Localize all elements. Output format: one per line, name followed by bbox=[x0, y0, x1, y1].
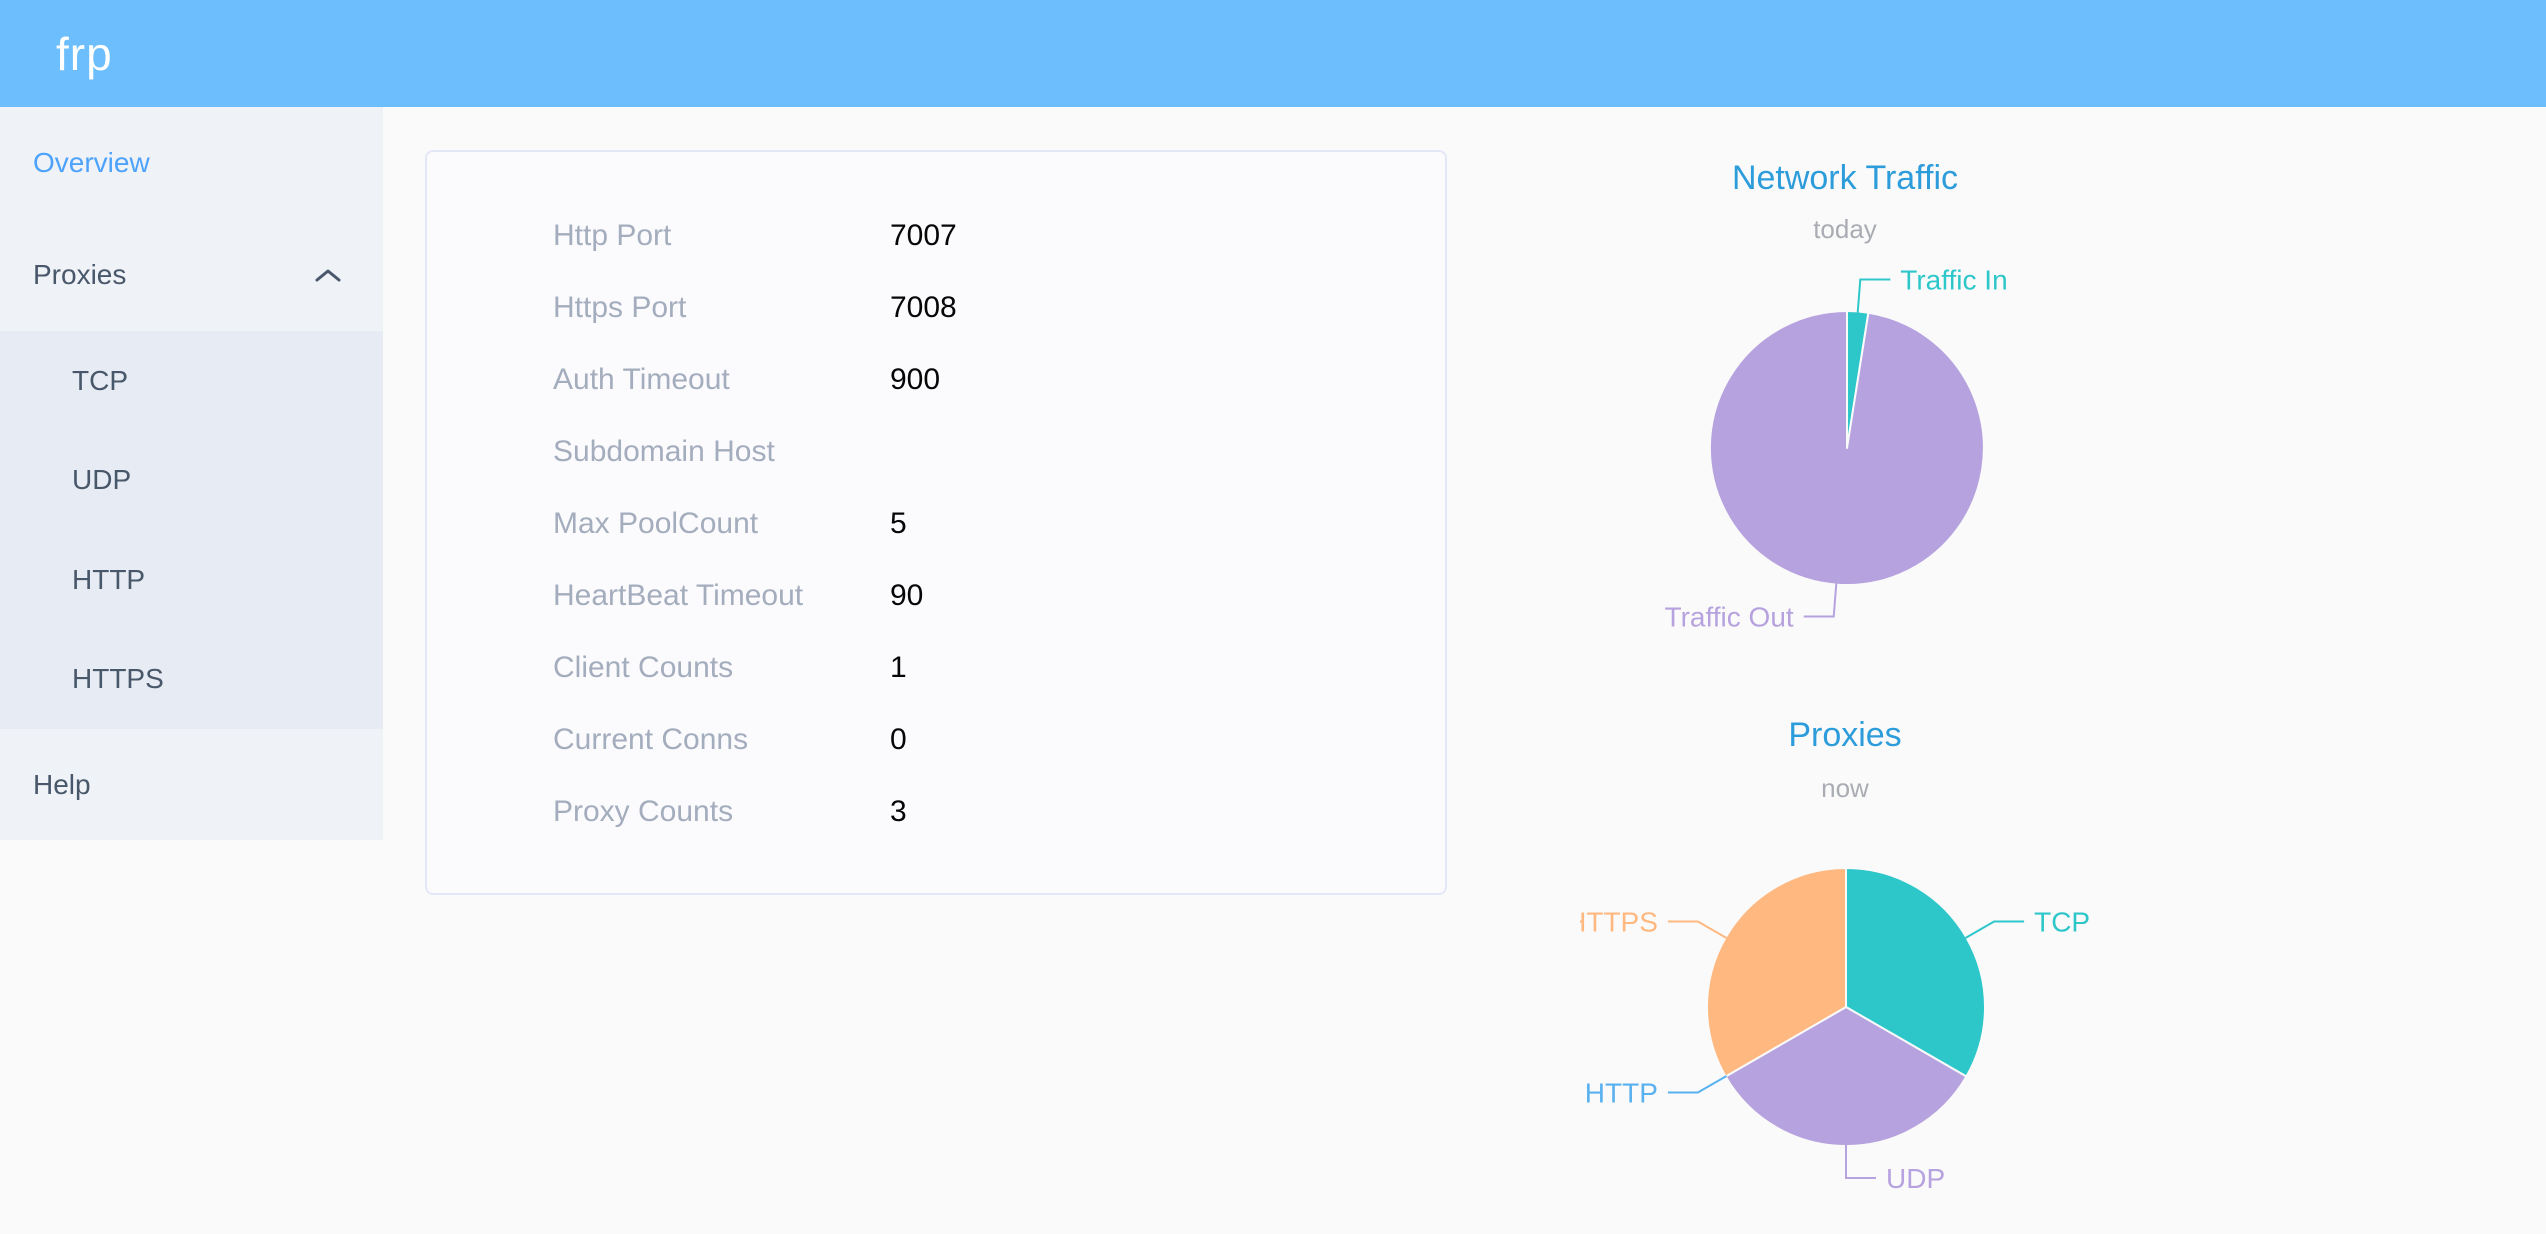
pie-label-udp: UDP bbox=[1886, 1163, 1945, 1194]
proxies-submenu: TCP UDP HTTP HTTPS bbox=[0, 331, 383, 729]
network-traffic-subtitle: today bbox=[1813, 214, 1877, 244]
sidebar-item-label: HTTPS bbox=[72, 663, 164, 695]
sidebar-item-label: TCP bbox=[72, 364, 128, 396]
sidebar-item-proxies[interactable]: Proxies bbox=[0, 219, 383, 331]
proxies-pie-chart[interactable]: TCP UDP HTTP HTTPS bbox=[1580, 830, 2120, 1210]
info-row: HeartBeat Timeout 90 bbox=[427, 560, 1445, 632]
pie-label-tcp: TCP bbox=[2034, 906, 2090, 937]
info-label: HeartBeat Timeout bbox=[553, 579, 804, 612]
server-info-panel: Http Port 7007 Https Port 7008 Auth Time… bbox=[425, 150, 1447, 895]
sidebar-item-tcp[interactable]: TCP bbox=[0, 331, 383, 431]
sidebar-item-help[interactable]: Help bbox=[0, 729, 383, 840]
sidebar-item-label: Overview bbox=[33, 147, 150, 178]
sidebar-item-label: Proxies bbox=[33, 259, 127, 290]
top-header: frp bbox=[0, 0, 2546, 107]
info-value: 7008 bbox=[890, 291, 957, 324]
info-label: Client Counts bbox=[553, 651, 734, 684]
pie-label-line bbox=[1965, 920, 2025, 939]
info-label: Max PoolCount bbox=[553, 507, 759, 540]
info-value: 0 bbox=[890, 723, 907, 756]
info-value: 3 bbox=[890, 795, 907, 828]
info-row: Client Counts 1 bbox=[427, 632, 1445, 704]
pie-label-line bbox=[1856, 278, 1891, 313]
pie-label-line bbox=[1803, 583, 1838, 618]
info-row: Subdomain Host bbox=[427, 416, 1445, 488]
info-value: 7007 bbox=[890, 219, 957, 252]
info-label: Current Conns bbox=[553, 723, 749, 756]
pie-label-https: HTTPS bbox=[1580, 906, 1658, 937]
proxies-subtitle: now bbox=[1821, 773, 1869, 803]
network-traffic-title: Network Traffic bbox=[1731, 159, 1959, 197]
pie-slice-traffic-out[interactable] bbox=[1708, 310, 1985, 586]
info-row: Proxy Counts 3 bbox=[427, 776, 1445, 848]
info-value: 5 bbox=[890, 507, 907, 540]
info-label: Subdomain Host bbox=[553, 435, 775, 468]
sidebar-item-overview[interactable]: Overview bbox=[0, 107, 383, 219]
sidebar-item-https[interactable]: HTTPS bbox=[0, 630, 383, 730]
info-label: Auth Timeout bbox=[553, 363, 730, 396]
chevron-up-icon[interactable] bbox=[315, 268, 341, 283]
pie-label-line bbox=[1667, 920, 1727, 939]
sidebar: Overview Proxies TCP UDP HTTP HTTPS bbox=[0, 107, 383, 840]
info-label: Https Port bbox=[553, 291, 687, 324]
sidebar-item-udp[interactable]: UDP bbox=[0, 431, 383, 531]
info-row: Http Port 7007 bbox=[427, 200, 1445, 272]
info-label: Http Port bbox=[553, 219, 672, 252]
sidebar-item-label: UDP bbox=[72, 464, 132, 496]
info-row: Current Conns 0 bbox=[427, 704, 1445, 776]
sidebar-item-label: Help bbox=[33, 768, 91, 800]
info-value: 900 bbox=[890, 363, 941, 396]
info-row: Max PoolCount 5 bbox=[427, 488, 1445, 560]
app-logo: frp bbox=[56, 27, 113, 80]
proxies-title: Proxies bbox=[1788, 716, 1902, 754]
network-traffic-pie-chart[interactable]: Traffic In Traffic Out bbox=[1580, 250, 2120, 640]
info-label: Proxy Counts bbox=[553, 795, 734, 828]
pie-label-line bbox=[1845, 1145, 1876, 1179]
info-row: Https Port 7008 bbox=[427, 272, 1445, 344]
info-row: Auth Timeout 900 bbox=[427, 344, 1445, 416]
sidebar-item-http[interactable]: HTTP bbox=[0, 530, 383, 630]
info-value: 90 bbox=[890, 579, 924, 612]
pie-label-line bbox=[1667, 1075, 1727, 1094]
pie-label-http: HTTP bbox=[1585, 1077, 1658, 1108]
sidebar-item-label: HTTP bbox=[72, 563, 146, 595]
info-value: 1 bbox=[890, 651, 907, 684]
pie-label-traffic-in: Traffic In bbox=[1900, 264, 2007, 295]
pie-label-traffic-out: Traffic Out bbox=[1665, 601, 1794, 632]
